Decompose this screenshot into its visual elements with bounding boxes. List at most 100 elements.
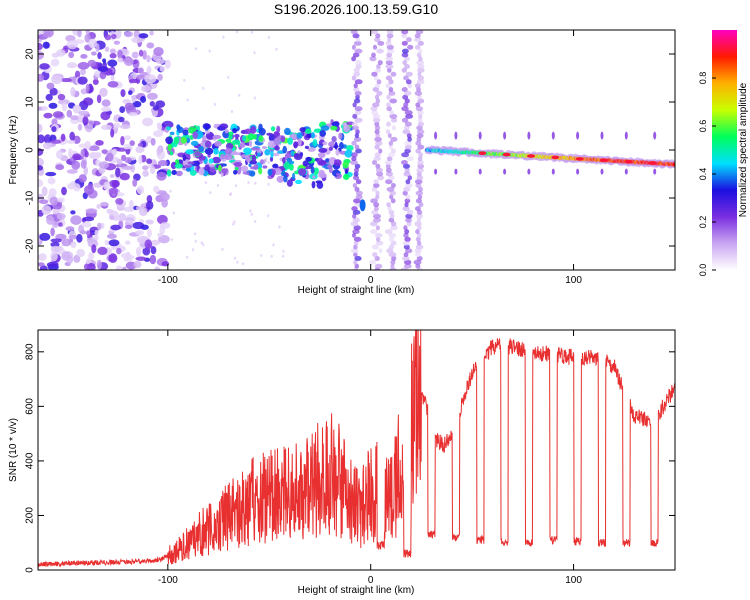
noise-blob	[42, 41, 50, 49]
streak-blob	[374, 121, 380, 127]
noise-blob	[65, 226, 75, 232]
noise-blob	[124, 102, 135, 111]
noise-blob	[137, 143, 143, 148]
streak-blob	[350, 30, 358, 35]
streak-blob	[371, 244, 379, 250]
noise-blob	[74, 70, 81, 79]
streak-blob	[416, 240, 422, 246]
streak-blob	[391, 221, 397, 227]
streak-blob	[376, 48, 384, 54]
band-blob	[312, 139, 318, 147]
streak-blob	[413, 37, 422, 43]
noise-blob	[227, 75, 230, 79]
noise-blob	[122, 98, 131, 105]
streak-blob	[417, 194, 423, 200]
band-blob	[182, 129, 189, 136]
streak-blob	[416, 60, 425, 66]
streak-blob	[353, 198, 361, 204]
noise-blob	[86, 258, 92, 265]
noise-blob	[56, 213, 66, 220]
noise-blob	[146, 92, 158, 100]
noise-blob	[128, 90, 133, 96]
streak-blob	[401, 48, 409, 54]
noise-blob	[86, 262, 96, 270]
band-blob	[276, 125, 281, 133]
streak-blob	[416, 217, 422, 223]
band-blob	[331, 135, 337, 143]
noise-blob	[250, 212, 253, 216]
noise-blob	[38, 51, 45, 60]
band-blob	[173, 136, 180, 145]
noise-blob	[241, 262, 245, 266]
noise-blob	[39, 63, 50, 70]
noise-blob	[99, 87, 108, 98]
streak-blob	[418, 113, 423, 119]
noise-blob	[186, 98, 189, 102]
band-blob	[316, 181, 324, 189]
noise-blob	[149, 101, 155, 107]
noise-blob	[104, 46, 110, 52]
noise-blob	[238, 93, 241, 97]
band-blob	[228, 134, 233, 140]
noise-blob	[222, 35, 225, 39]
spectrogram-ylabel: Frequency (Hz)	[8, 116, 19, 185]
noise-blob	[146, 42, 155, 49]
band-blob	[175, 170, 183, 177]
streak-blob	[354, 263, 360, 269]
band-blob	[257, 152, 261, 157]
noise-blob	[135, 146, 145, 154]
noise-blob	[150, 239, 160, 246]
streak-blob	[375, 232, 383, 238]
streak-blob	[370, 221, 378, 227]
streak-blob	[352, 102, 357, 108]
noise-blob	[132, 100, 142, 108]
streak-blob	[374, 263, 383, 269]
band-blob	[174, 163, 184, 169]
streak-blob	[415, 198, 422, 204]
noise-blob	[78, 143, 90, 149]
band-blob	[208, 164, 215, 168]
noise-blob	[83, 185, 95, 195]
noise-blob	[120, 135, 125, 146]
streak-blob	[374, 144, 380, 150]
carrier-peak	[624, 159, 633, 164]
noise-blob	[52, 111, 64, 118]
band-blob	[250, 126, 257, 134]
streak-blob	[415, 148, 421, 154]
noise-blob	[146, 65, 152, 75]
noise-blob	[86, 230, 91, 236]
noise-blob	[108, 253, 118, 263]
band-blob	[305, 156, 312, 162]
band-blob	[283, 161, 291, 170]
noise-blob	[101, 149, 108, 155]
band-blob	[325, 158, 330, 163]
noise-blob	[138, 206, 148, 217]
streak-blob	[352, 183, 358, 188]
noise-blob	[85, 30, 90, 36]
streak-blob	[371, 52, 376, 58]
noise-blob	[78, 174, 87, 183]
noise-blob	[157, 232, 163, 238]
streak-blob	[353, 136, 362, 142]
streak-blob	[354, 117, 363, 123]
streak-blob	[406, 133, 412, 139]
noise-blob	[111, 148, 118, 156]
streak-blob	[417, 163, 425, 169]
band-blob	[293, 142, 298, 149]
noise-blob	[135, 246, 142, 256]
noise-blob	[123, 256, 133, 262]
noise-blob	[38, 134, 45, 144]
streak-blob	[385, 129, 391, 135]
carrier-peak	[575, 157, 584, 161]
noise-blob	[161, 120, 174, 129]
noise-blob	[124, 224, 133, 230]
noise-blob	[133, 260, 142, 269]
streak-blob	[385, 40, 392, 46]
snr-ytick-label: 200	[25, 507, 36, 524]
streak-blob	[377, 40, 385, 46]
band-blob	[266, 132, 273, 136]
colorbar-tick-label: 0.8	[698, 72, 708, 85]
streak-blob	[373, 156, 382, 162]
streak-blob	[417, 71, 422, 77]
noise-blob	[267, 160, 270, 164]
